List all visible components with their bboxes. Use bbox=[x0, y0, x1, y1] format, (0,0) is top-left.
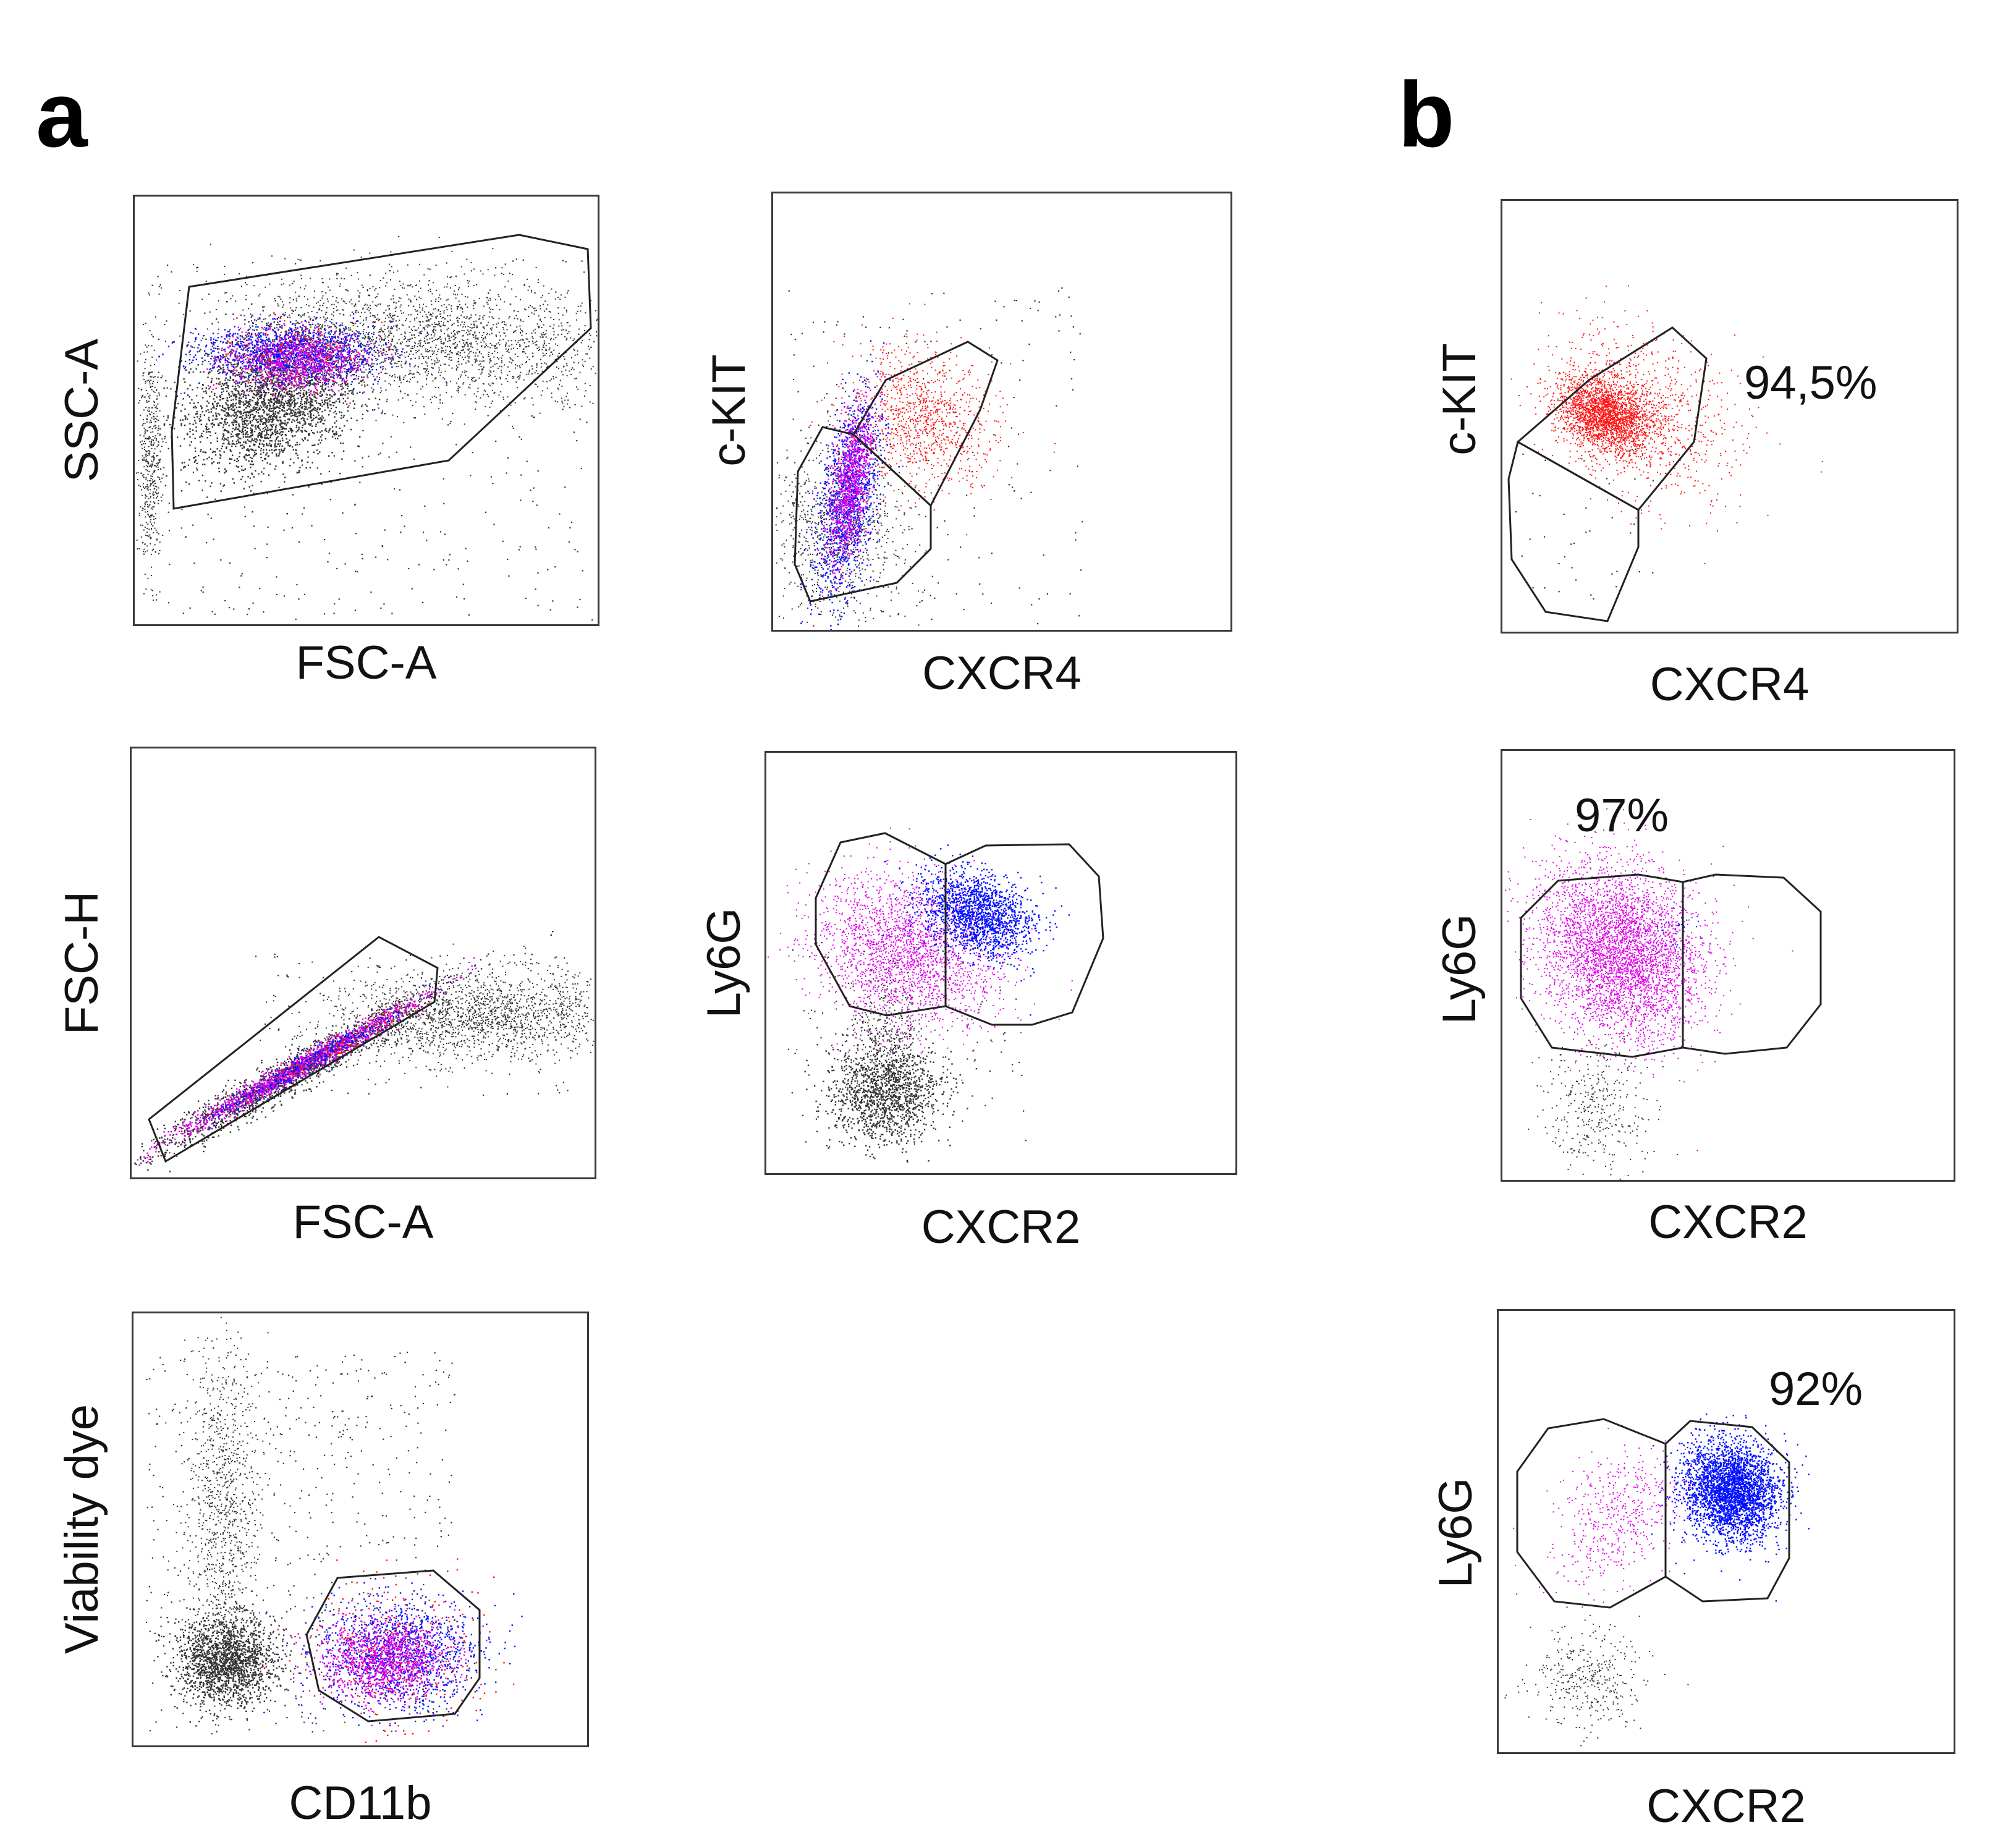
events-blue bbox=[1651, 1414, 1810, 1602]
events-background-diag bbox=[134, 931, 554, 1172]
gate-ckit-low bbox=[794, 426, 932, 603]
plot-b-ly6g-cxcr2-high bbox=[1497, 1309, 1955, 1754]
events-magenta bbox=[768, 827, 1073, 1081]
events-red bbox=[810, 303, 1056, 536]
events-background-sparse bbox=[146, 1351, 455, 1735]
gate-cxcr2-low bbox=[815, 832, 947, 1017]
scatter-svg-b1 bbox=[1507, 285, 1823, 622]
panel-letter-b: b bbox=[1398, 68, 1455, 161]
gate-live-cd11b bbox=[305, 1569, 481, 1723]
xlabel-b3: CXCR2 bbox=[1497, 1783, 1955, 1830]
ylabel-a3: Viability dye bbox=[56, 1404, 108, 1654]
events-background-vertical bbox=[165, 1316, 291, 1726]
events-background-tail bbox=[149, 236, 598, 438]
events-red bbox=[211, 298, 390, 394]
events-background-dead bbox=[155, 1586, 334, 1732]
ylabel-b3: Ly6G bbox=[1429, 1478, 1482, 1588]
xlabel-a1: FSC-A bbox=[133, 640, 599, 687]
events-background-sparse bbox=[787, 942, 1027, 1148]
events-background-sparse bbox=[148, 258, 593, 621]
events-magenta bbox=[1505, 808, 1793, 1151]
events-background-sparse bbox=[788, 287, 1083, 625]
plot-ckit-cxcr4 bbox=[771, 192, 1232, 632]
plot-fsc-singlets bbox=[130, 747, 596, 1179]
scatter-svg-a1 bbox=[135, 234, 598, 621]
events-magenta bbox=[1513, 1417, 1743, 1608]
events-background-sparse bbox=[255, 952, 588, 1096]
events-red-spread bbox=[1510, 285, 1823, 564]
xlabel-a5: CXCR2 bbox=[764, 1204, 1237, 1251]
purity-b2: 97% bbox=[1575, 792, 1669, 839]
ylabel-a4: c-KIT bbox=[703, 354, 755, 467]
ylabel-a1: SSC-A bbox=[56, 339, 108, 482]
events-background-low bbox=[802, 1015, 978, 1163]
scatter-svg-a5 bbox=[768, 827, 1104, 1163]
xlabel-b1: CXCR4 bbox=[1501, 661, 1959, 708]
plot-ly6g-cxcr2 bbox=[764, 751, 1237, 1175]
gate-cxcr2-high bbox=[1664, 1420, 1790, 1603]
gate-cxcr2-high bbox=[944, 843, 1104, 1026]
ylabel-a2: FSC-H bbox=[56, 891, 108, 1035]
xlabel-b2: CXCR2 bbox=[1501, 1199, 1955, 1246]
gate-cxcr2-low bbox=[1516, 1418, 1667, 1609]
plot-viability-cd11b bbox=[132, 1312, 589, 1747]
events-blue bbox=[1645, 901, 1711, 959]
plot-b-ckit-cxcr4 bbox=[1501, 199, 1959, 634]
events-background bbox=[775, 387, 985, 627]
events-blue bbox=[882, 844, 1070, 1016]
plot-b-ly6g-cxcr2-low bbox=[1501, 749, 1955, 1182]
panel-letter-a: a bbox=[36, 68, 87, 161]
ylabel-b2: Ly6G bbox=[1433, 914, 1486, 1025]
scatter-svg-b3 bbox=[1504, 1414, 1810, 1747]
gate-ckit-high bbox=[852, 341, 999, 507]
xlabel-a3: CD11b bbox=[132, 1780, 589, 1827]
purity-b1: 94,5% bbox=[1744, 360, 1878, 407]
scatter-svg-a2 bbox=[134, 931, 595, 1172]
purity-b3: 92% bbox=[1769, 1366, 1863, 1413]
ylabel-a5: Ly6G bbox=[698, 908, 750, 1019]
events-magenta bbox=[180, 313, 410, 417]
events-background-sparse bbox=[1515, 448, 1654, 600]
events-background bbox=[1528, 1006, 1679, 1180]
xlabel-a2: FSC-A bbox=[130, 1199, 596, 1246]
events-background-edge bbox=[135, 292, 174, 601]
plot-fsc-ssc bbox=[133, 195, 599, 626]
scatter-svg-b2 bbox=[1505, 808, 1822, 1180]
xlabel-a4: CXCR4 bbox=[771, 650, 1232, 697]
scatter-svg-a3 bbox=[146, 1316, 523, 1744]
events-background-tail bbox=[260, 943, 595, 1088]
ylabel-b1: c-KIT bbox=[1433, 343, 1486, 456]
gate-cxcr2-high bbox=[1682, 873, 1822, 1055]
events-background bbox=[1504, 1606, 1689, 1747]
scatter-svg-a4 bbox=[775, 287, 1083, 630]
events-red-core bbox=[1535, 354, 1706, 481]
gate-singlets bbox=[148, 936, 439, 1163]
events-magenta bbox=[293, 1598, 488, 1732]
gate-ckit-low bbox=[1507, 440, 1640, 622]
gate-cells bbox=[171, 234, 592, 510]
